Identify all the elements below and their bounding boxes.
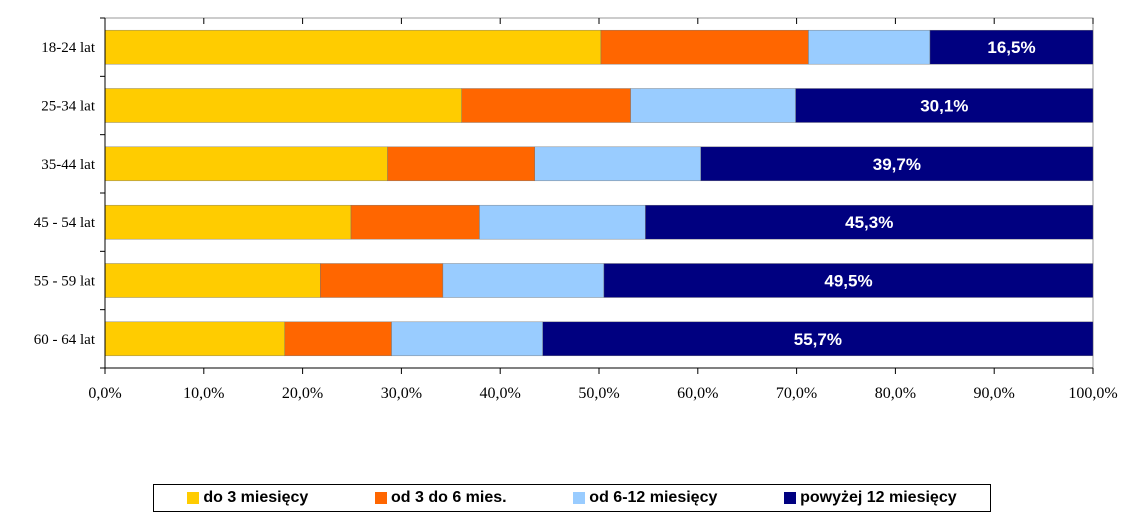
bar-segment xyxy=(630,88,796,123)
bar-segment xyxy=(104,88,462,123)
bar-segment xyxy=(929,29,1094,65)
legend-swatch xyxy=(187,492,200,504)
legend-label: od 3 do 6 mies. xyxy=(391,489,507,506)
chart-plot: 16,5% 18-24 lat 30,1% 25-34 lat 39,7% 35-44 l… xyxy=(34,17,1118,402)
legend-swatch xyxy=(375,492,387,504)
category-label: 55 - 59 lat xyxy=(34,274,96,290)
legend-item-od-3-do-6: od 3 do 6 mies. xyxy=(375,489,507,507)
bar-segment xyxy=(442,263,605,298)
data-label: 16,5% xyxy=(987,38,1035,57)
legend-label: od 6-12 miesięcy xyxy=(589,489,718,506)
chart-legend: do 3 miesięcy od 3 do 6 mies. od 6-12 mi… xyxy=(153,484,991,512)
bar-segment xyxy=(350,204,480,240)
bar-segment xyxy=(320,263,444,298)
bar-segment xyxy=(284,321,392,357)
data-label: 30,1% xyxy=(920,97,968,116)
data-label: 49,5% xyxy=(824,272,872,291)
category-label: 18-24 lat xyxy=(41,40,96,56)
legend-swatch xyxy=(573,492,586,504)
plot-area xyxy=(104,17,1094,369)
x-tick-label: 40,0% xyxy=(480,385,521,402)
bar-segment xyxy=(795,88,1094,123)
bar-segment xyxy=(534,146,701,182)
x-tick-label: 30,0% xyxy=(381,385,422,402)
category-label: 25-34 lat xyxy=(41,99,96,115)
legend-item-do-3-miesiecy: do 3 miesięcy xyxy=(187,489,308,507)
legend-label: powyżej 12 miesięcy xyxy=(800,489,957,506)
bar-segment xyxy=(104,29,602,65)
legend-item-powyzej-12: powyżej 12 miesięcy xyxy=(784,489,957,507)
bar-segment xyxy=(645,204,1094,240)
bar-segment xyxy=(808,29,931,65)
data-label: 55,7% xyxy=(794,330,842,349)
bar-segment xyxy=(479,204,646,240)
bar-segment xyxy=(104,321,286,357)
data-label: 45,3% xyxy=(845,213,893,232)
bar-segment xyxy=(387,146,535,182)
bar-segment xyxy=(542,321,1094,357)
x-tick-label: 90,0% xyxy=(974,385,1015,402)
bar-segment xyxy=(391,321,543,357)
x-tick-label: 10,0% xyxy=(183,385,224,402)
category-label: 35-44 lat xyxy=(41,157,96,173)
x-tick-label: 80,0% xyxy=(875,385,916,402)
x-tick-label: 20,0% xyxy=(282,385,323,402)
legend-swatch xyxy=(784,492,797,504)
bar-segment xyxy=(461,88,631,123)
bar-segment xyxy=(104,204,352,240)
x-tick-label: 50,0% xyxy=(578,385,619,402)
category-label: 60 - 64 lat xyxy=(34,332,96,348)
x-tick-label: 0,0% xyxy=(88,385,121,402)
x-tick-label: 60,0% xyxy=(677,385,718,402)
x-tick-label: 100,0% xyxy=(1068,385,1117,402)
legend-label: do 3 miesięcy xyxy=(203,489,309,506)
bar-segment xyxy=(700,146,1094,182)
legend-item-od-6-12: od 6-12 miesięcy xyxy=(573,489,717,507)
x-tick-label: 70,0% xyxy=(776,385,817,402)
data-label: 39,7% xyxy=(873,155,921,174)
bar-segment xyxy=(104,146,388,182)
bar-segment xyxy=(603,263,1094,298)
category-label: 45 - 54 lat xyxy=(34,215,96,231)
bar-segment xyxy=(600,29,809,65)
bar-segment xyxy=(104,263,321,298)
